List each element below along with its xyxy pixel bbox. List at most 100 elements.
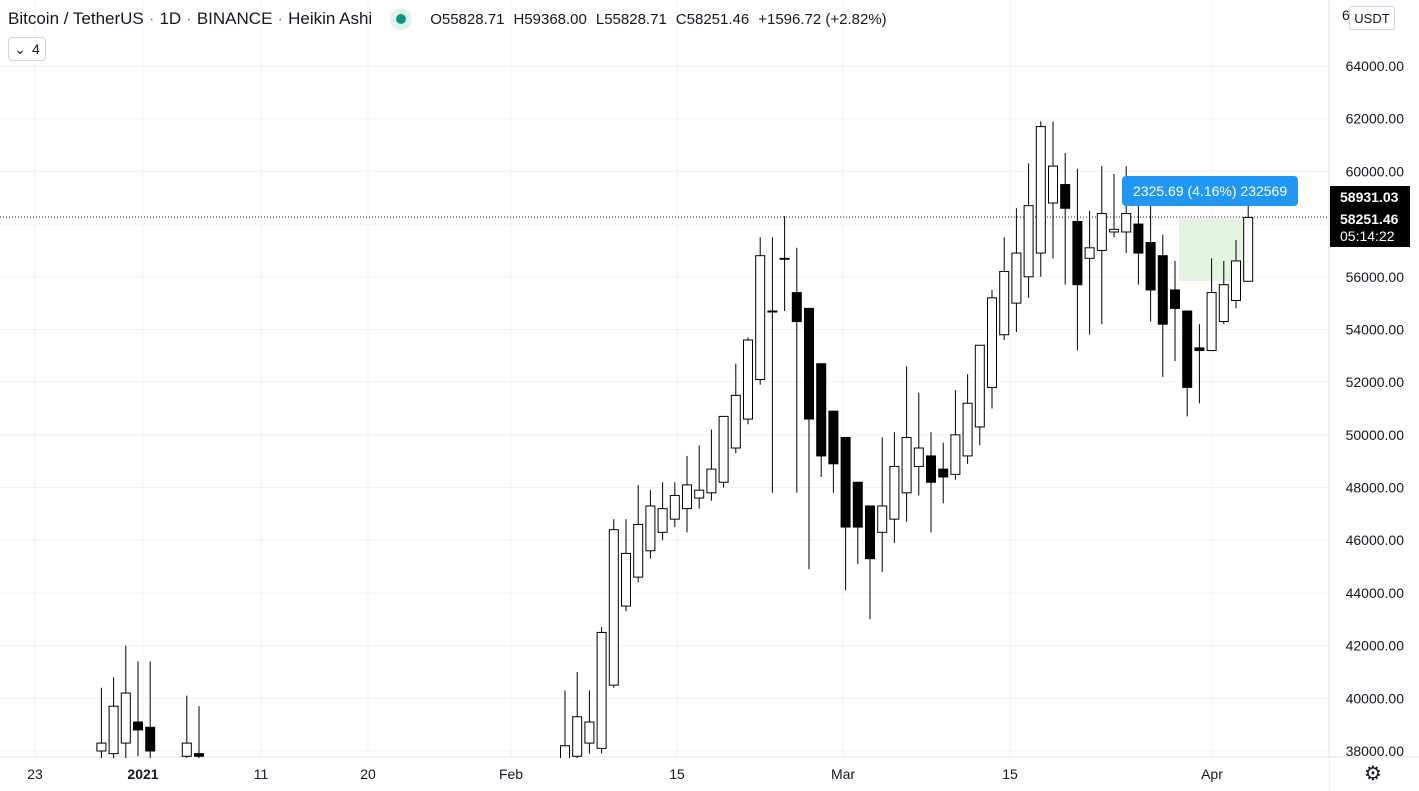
candle bbox=[938, 442, 949, 504]
candle-body bbox=[1060, 184, 1071, 209]
candle-body bbox=[1218, 284, 1229, 323]
candle bbox=[1048, 121, 1058, 259]
candle bbox=[791, 247, 802, 493]
candle bbox=[1109, 174, 1119, 238]
candle bbox=[633, 484, 644, 583]
candle bbox=[1096, 166, 1107, 325]
candle-body bbox=[694, 489, 705, 499]
candle-body bbox=[889, 465, 900, 520]
indicators-collapse-button[interactable]: ⌄ 4 bbox=[8, 37, 46, 61]
candle bbox=[1072, 168, 1083, 351]
candle bbox=[596, 627, 607, 754]
candle-body bbox=[755, 255, 766, 381]
candle-body bbox=[194, 753, 204, 757]
time-tick-label: Feb bbox=[499, 766, 523, 782]
price-tick-label: 54000.00 bbox=[1346, 321, 1405, 337]
candle-body bbox=[621, 552, 631, 607]
exchange-label: BINANCE bbox=[196, 9, 273, 28]
candle-body bbox=[682, 484, 692, 510]
candle bbox=[1084, 210, 1095, 335]
chart-grid bbox=[0, 0, 1329, 757]
open-value: 55828.71 bbox=[441, 10, 505, 28]
candle bbox=[1011, 208, 1022, 333]
candle-body bbox=[1243, 216, 1254, 282]
candle bbox=[657, 482, 668, 541]
candle-body bbox=[96, 742, 107, 752]
candle-body bbox=[657, 508, 668, 533]
time-axis-bg bbox=[0, 758, 1329, 791]
candle bbox=[621, 519, 631, 612]
candle bbox=[1206, 258, 1217, 352]
candle-body bbox=[1170, 289, 1180, 309]
price-tick-label: 62000.00 bbox=[1346, 111, 1405, 127]
candle bbox=[120, 645, 131, 762]
candle bbox=[730, 363, 741, 454]
symbol-name[interactable]: Bitcoin / TetherUS bbox=[8, 9, 144, 28]
candle-body bbox=[950, 434, 961, 475]
change-value: +1596.72 (+2.82%) bbox=[758, 10, 887, 28]
candle bbox=[96, 687, 107, 762]
candle bbox=[865, 505, 875, 620]
time-tick-label: 11 bbox=[254, 766, 269, 782]
candle-body bbox=[974, 344, 985, 428]
candle-body bbox=[828, 410, 839, 465]
candle bbox=[877, 437, 888, 572]
candle bbox=[816, 363, 827, 477]
price-tag-countdown: 05:14:22 bbox=[1330, 225, 1410, 247]
candle bbox=[181, 695, 192, 765]
time-tick-label: Apr bbox=[1201, 766, 1223, 782]
candle bbox=[804, 307, 814, 570]
candle bbox=[901, 366, 912, 522]
interval-label[interactable]: 1D bbox=[159, 9, 182, 28]
candle-body bbox=[572, 716, 583, 757]
candle-body bbox=[767, 310, 778, 313]
candle-body bbox=[730, 394, 741, 449]
price-tick-label: 44000.00 bbox=[1346, 585, 1405, 601]
indicator-count: 4 bbox=[31, 41, 40, 57]
candle-body bbox=[840, 436, 851, 528]
candle bbox=[584, 690, 595, 754]
candle bbox=[1060, 152, 1071, 285]
price-tick-label: 38000.00 bbox=[1346, 743, 1405, 759]
close-label: C bbox=[675, 10, 687, 28]
candle bbox=[840, 436, 851, 591]
candle-body bbox=[1133, 223, 1144, 254]
time-tick-label: 15 bbox=[1002, 766, 1018, 782]
candle bbox=[194, 706, 204, 762]
candle bbox=[718, 415, 729, 488]
gear-icon[interactable]: ⚙ bbox=[1364, 762, 1382, 785]
time-tick-label: 15 bbox=[669, 766, 685, 782]
measure-text: 2325.69 (4.16%) 232569 bbox=[1133, 183, 1288, 199]
candle-body bbox=[633, 523, 644, 578]
price-tick-label: 56000.00 bbox=[1346, 269, 1405, 285]
price-tick-label: 48000.00 bbox=[1346, 480, 1405, 496]
candle-body bbox=[913, 447, 924, 467]
candle bbox=[1194, 324, 1205, 404]
candle-body bbox=[987, 297, 997, 388]
candle-body bbox=[1048, 165, 1058, 204]
candle-body bbox=[926, 455, 936, 483]
candle bbox=[669, 482, 680, 528]
price-tag-high: 58931.03 bbox=[1330, 186, 1410, 208]
market-status-icon[interactable] bbox=[390, 8, 413, 30]
candle-body bbox=[791, 292, 802, 323]
high-value: 59368.00 bbox=[524, 10, 587, 28]
open-label: O bbox=[430, 10, 442, 28]
low-label: L bbox=[595, 10, 605, 28]
price-axis-labels: 64000.00 62000.00 60000.00 56000.00 54000.00… bbox=[1342, 7, 1404, 759]
currency-unit-button[interactable]: USDT bbox=[1349, 6, 1395, 30]
time-tick-label: 20 bbox=[360, 766, 376, 782]
candle bbox=[1218, 260, 1229, 325]
candle bbox=[767, 237, 778, 493]
candle-body bbox=[962, 402, 973, 457]
candle-body bbox=[1157, 255, 1168, 325]
measure-tooltip: 2325.69 (4.16%) 232569 bbox=[1122, 176, 1299, 206]
candle-body bbox=[1182, 310, 1193, 388]
candle bbox=[1231, 239, 1241, 309]
candle bbox=[1035, 121, 1046, 277]
candle bbox=[852, 481, 863, 564]
candle-body bbox=[1011, 252, 1022, 304]
candle bbox=[1145, 189, 1156, 322]
price-tick-label: 42000.00 bbox=[1346, 638, 1405, 654]
